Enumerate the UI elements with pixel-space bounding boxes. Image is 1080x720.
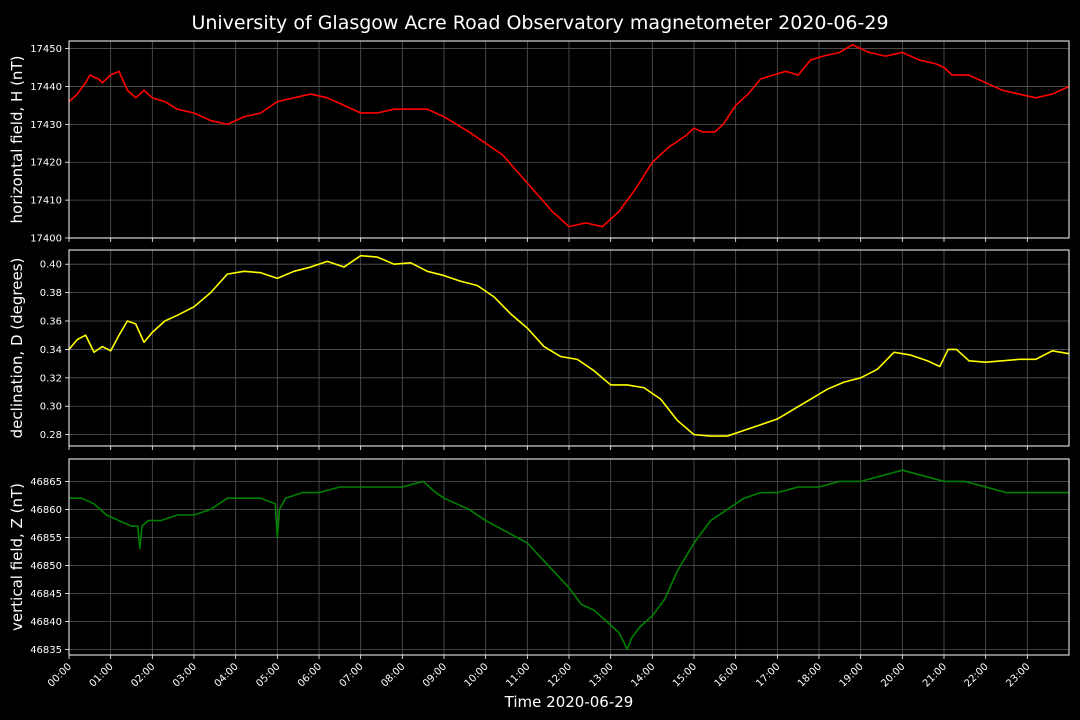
- axes-frame: [68, 249, 1070, 447]
- y-tick-label: 17450: [30, 44, 62, 55]
- panel-d: 0.28 0.30 0.32 0.34 0.36 0.38 0.40 declination,…: [8, 249, 1070, 450]
- x-tick-label: 02:00: [129, 661, 157, 689]
- x-tick-label: 06:00: [296, 661, 324, 689]
- y-tick-label: 0.30: [40, 402, 62, 413]
- y-axis-label: vertical field, Z (nT): [8, 483, 26, 631]
- y-tick-label: 46845: [30, 589, 62, 600]
- x-axis-label: Time 2020-06-29: [504, 693, 634, 711]
- x-tick-label: 16:00: [713, 661, 741, 689]
- x-tick-label: 01:00: [88, 661, 116, 689]
- x-tick-label: 12:00: [546, 661, 574, 689]
- y-tick-label: 46865: [30, 477, 62, 488]
- panel-z: 46835 46840 46845 46850 46855 46860 46865 verti…: [8, 458, 1070, 690]
- y-tick-label: 17440: [30, 82, 62, 93]
- figure-title: University of Glasgow Acre Road Observat…: [191, 12, 888, 34]
- x-tick-label: 03:00: [171, 661, 199, 689]
- y-tick-label: 46850: [30, 561, 62, 572]
- y-tick-label: 46860: [30, 505, 62, 516]
- x-tick-label: 04:00: [213, 661, 241, 689]
- x-tick-label: 08:00: [379, 661, 407, 689]
- series-line-d: [68, 254, 1070, 437]
- y-tick-label: 0.28: [40, 430, 62, 441]
- x-tick-label: 09:00: [421, 661, 449, 689]
- x-tick-label: 14:00: [629, 661, 657, 689]
- y-tick-label: 46840: [30, 617, 62, 628]
- y-tick-label: 0.40: [40, 260, 62, 271]
- y-axis-label: declination, D (degrees): [8, 258, 26, 439]
- x-tick-label: 15:00: [671, 661, 699, 689]
- y-tick-label: 0.36: [40, 317, 62, 328]
- y-tick-label: 0.32: [40, 373, 62, 384]
- y-axis-label: horizontal field, H (nT): [8, 56, 26, 224]
- y-tick-label: 17410: [30, 196, 62, 207]
- x-tick-label: 00:00: [46, 661, 74, 689]
- x-tick-label: 18:00: [796, 661, 824, 689]
- x-tick-label: 10:00: [463, 661, 491, 689]
- x-tick-label: 22:00: [963, 661, 991, 689]
- y-tick-label: 0.38: [40, 288, 62, 299]
- y-tick-label: 46835: [30, 645, 62, 656]
- y-tick-label: 17420: [30, 158, 62, 169]
- x-tick-label: 07:00: [338, 661, 366, 689]
- panel-h: 17400 17410 17420 17430 17440 17450 horizontal…: [8, 40, 1070, 245]
- x-tick-label: 20:00: [879, 661, 907, 689]
- x-tick-label: 11:00: [504, 661, 532, 689]
- x-tick-label: 17:00: [754, 661, 782, 689]
- axes-frame: [68, 40, 1070, 239]
- axes-frame: [68, 458, 1070, 656]
- series-line-z: [69, 469, 1069, 651]
- y-tick-label: 0.34: [40, 345, 62, 356]
- x-tick-label: 05:00: [254, 661, 282, 689]
- x-tick-label: 23:00: [1004, 661, 1032, 689]
- chart-panels: 17400 17410 17420 17430 17440 17450 horizontal…: [8, 40, 1070, 690]
- x-tick-label: 21:00: [921, 661, 949, 689]
- series-line-h: [68, 43, 1070, 228]
- y-tick-label: 46855: [30, 533, 62, 544]
- y-tick-label: 17430: [30, 120, 62, 131]
- x-tick-label: 19:00: [838, 661, 866, 689]
- x-tick-label: 13:00: [588, 661, 616, 689]
- y-tick-label: 17400: [30, 234, 62, 245]
